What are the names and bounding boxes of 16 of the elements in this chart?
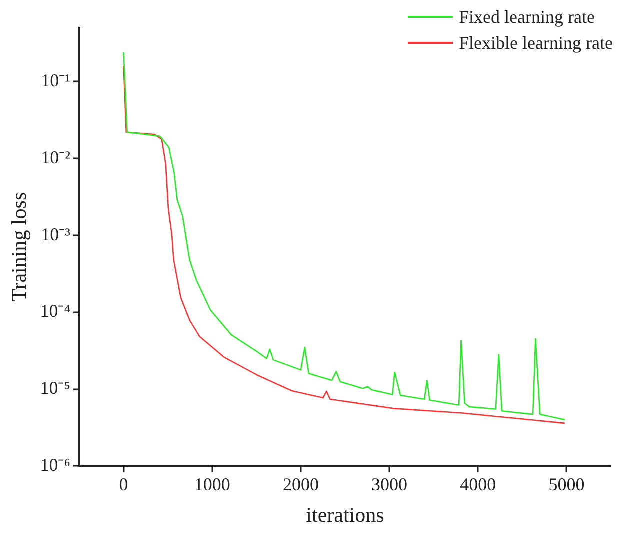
y-tick-label: 10⁻²	[41, 147, 70, 168]
y-tick-label: 10⁻³	[41, 224, 72, 244]
y-axis-title: Training loss	[7, 192, 32, 302]
x-tick-label: 4000	[460, 474, 496, 495]
x-tick-label: 2000	[282, 474, 319, 495]
x-tick-label: 0	[119, 474, 128, 495]
y-tick-label: 10⁻⁴	[40, 301, 70, 322]
x-tick-label: 5000	[548, 474, 585, 495]
x-tick-label: 3000	[372, 474, 408, 495]
y-tick-label: 10⁻⁵	[40, 378, 70, 398]
legend-label: Flexible learning rate	[459, 32, 613, 55]
y-tick-label: 10⁻⁶	[40, 454, 70, 475]
x-axis-title: iterations	[306, 502, 384, 527]
x-tick-label: 1000	[194, 474, 230, 495]
y-tick-label: 10⁻¹	[41, 70, 70, 90]
legend-label: Fixed learning rate	[459, 6, 595, 29]
